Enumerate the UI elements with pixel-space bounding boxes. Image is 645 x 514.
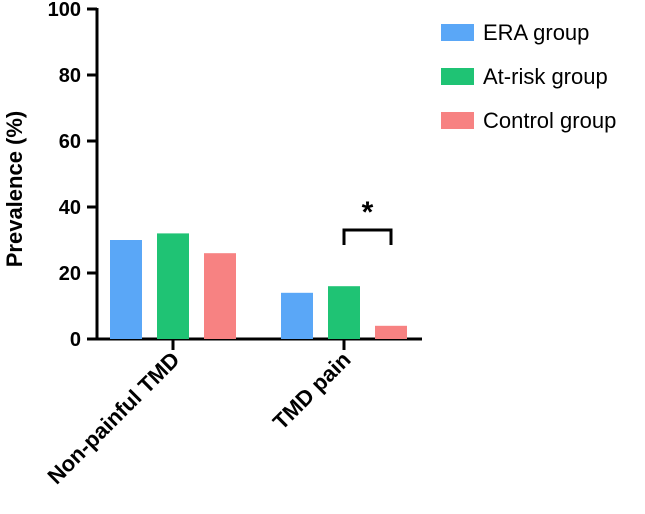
legend-label-control-group: Control group <box>483 108 616 133</box>
bar-era-group-non-painful-tmd <box>110 240 142 339</box>
y-axis-title: Prevalence (%) <box>2 111 27 268</box>
legend-swatch-at-risk-group <box>441 68 474 85</box>
y-tick-label: 100 <box>48 0 81 21</box>
significance-bracket <box>342 228 393 245</box>
bars <box>110 233 407 339</box>
annotations: * <box>342 196 393 245</box>
legend-label-era-group: ERA group <box>483 20 589 45</box>
legend-swatch-control-group <box>441 112 474 129</box>
significance-marker: * <box>362 196 374 229</box>
legend-label-at-risk-group: At-risk group <box>483 64 608 89</box>
bar-control-group-non-painful-tmd <box>204 253 236 339</box>
y-tick-label: 0 <box>70 329 81 351</box>
bar-control-group-tmd-pain <box>375 325 407 339</box>
legend-swatch-era-group <box>441 24 474 41</box>
y-tick-label: 20 <box>59 263 81 285</box>
x-tick-label: TMD pain <box>268 347 356 435</box>
x-axis: Non-painful TMD TMD pain <box>42 337 422 489</box>
bar-at-risk-group-non-painful-tmd <box>157 233 189 339</box>
x-tick-label: Non-painful TMD <box>42 347 184 489</box>
bar-era-group-tmd-pain <box>281 292 313 339</box>
y-tick-label: 80 <box>59 65 81 87</box>
y-axis: 0 20 40 60 80 100 <box>48 0 99 351</box>
bar-at-risk-group-tmd-pain <box>328 286 360 339</box>
y-tick-label: 60 <box>59 131 81 153</box>
y-tick-label: 40 <box>59 197 81 219</box>
legend: ERA group At-risk group Control group <box>441 20 616 133</box>
